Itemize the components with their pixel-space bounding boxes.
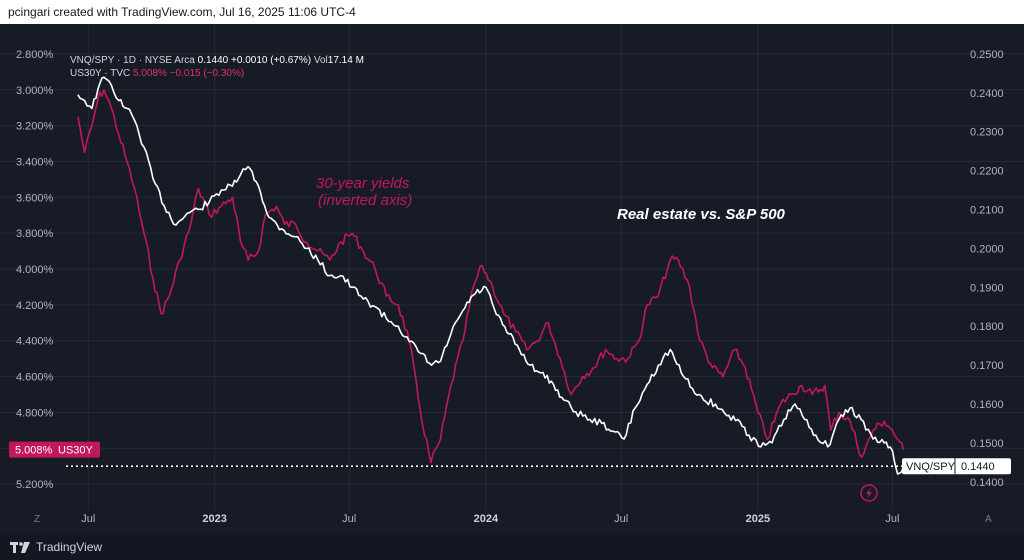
left-tick-label: 3.400% (16, 156, 54, 168)
legend-vol-value: 17.14 M (327, 55, 364, 66)
right-tick-label: 0.2300 (970, 127, 1004, 139)
footer-bar: TradingView (0, 534, 1024, 560)
annotation-real-estate: Real estate vs. S&P 500 (617, 206, 786, 223)
legend-us30y-symbol[interactable]: US30Y · TVC (70, 68, 131, 79)
attribution-header: pcingari created with TradingView.com, J… (0, 0, 1024, 24)
right-tick-label: 0.1700 (970, 360, 1004, 372)
vnqspy-price-value: 0.1440 (961, 461, 995, 473)
left-tick-label: 4.000% (16, 264, 54, 276)
attribution-text: pcingari created with TradingView.com, J… (8, 5, 356, 19)
right-tick-label: 0.1400 (970, 477, 1004, 489)
legend-vnqspy-symbol[interactable]: VNQ/SPY · 1D · NYSE Arca (70, 55, 195, 66)
chart-frame[interactable]: 2.800% 3.000% 3.200% 3.400% 3.600% 3.800% 4.00… (0, 24, 1024, 534)
us30y-price-label: 5.008% US30Y (9, 441, 100, 458)
annotation-yields: 30-year yields (316, 175, 410, 192)
left-tick-label: 3.200% (16, 121, 54, 133)
us30y-price-name: US30Y (58, 445, 94, 457)
legend: VNQ/SPY · 1D · NYSE Arca 0.1440 +0.0010 … (70, 54, 364, 80)
x-tick-label: 2023 (202, 513, 226, 525)
chart-svg[interactable]: 2.800% 3.000% 3.200% 3.400% 3.600% 3.800% 4.00… (0, 24, 1024, 534)
annotation-inverted: (inverted axis) (318, 192, 412, 209)
left-tick-label: 2.800% (16, 49, 54, 61)
right-tick-label: 0.1900 (970, 282, 1004, 294)
legend-row-us30y: US30Y · TVC 5.008% −0.015 (−0.30%) (70, 67, 364, 80)
left-tick-label: 3.000% (16, 85, 54, 97)
right-tick-label: 0.1500 (970, 438, 1004, 450)
right-tick-label: 0.2000 (970, 243, 1004, 255)
left-tick-label: 4.400% (16, 336, 54, 348)
right-tick-label: 0.1800 (970, 321, 1004, 333)
x-axis-ticks: Jul 2023 Jul 2024 Jul 2025 Jul (81, 513, 899, 525)
left-axis-ticks: 2.800% 3.000% 3.200% 3.400% 3.600% 3.800% 4.00… (16, 49, 54, 491)
tradingview-logo-icon (10, 541, 30, 553)
left-tick-label: 4.600% (16, 372, 54, 384)
series-line-us30y (77, 89, 905, 464)
legend-us30y-last: 5.008% (133, 68, 167, 79)
legend-vol-label: Vol (313, 55, 328, 66)
left-tick-label: 4.800% (16, 407, 54, 419)
series-line-vnqspy (77, 76, 905, 475)
right-tick-label: 0.2100 (970, 204, 1004, 216)
series-layer (77, 76, 905, 475)
corner-label-left[interactable]: Z (34, 514, 40, 525)
x-tick-label: Jul (614, 513, 628, 525)
legend-vnqspy-last: 0.1440 (197, 55, 229, 66)
corner-label-right[interactable]: A (985, 514, 992, 525)
right-axis-ticks: 0.2500 0.2400 0.2300 0.2200 0.2100 0.2000 0.19… (970, 49, 1004, 489)
x-tick-label: Jul (885, 513, 899, 525)
x-tick-label: 2025 (746, 513, 770, 525)
lightning-icon[interactable] (860, 484, 878, 502)
right-tick-label: 0.1600 (970, 399, 1004, 411)
right-tick-label: 0.2200 (970, 166, 1004, 178)
legend-row-vnqspy: VNQ/SPY · 1D · NYSE Arca 0.1440 +0.0010 … (70, 54, 364, 67)
left-tick-label: 4.200% (16, 300, 54, 312)
vnqspy-price-name: VNQ/SPY (906, 461, 956, 473)
legend-us30y-change: −0.015 (−0.30%) (169, 68, 245, 79)
left-tick-label: 3.600% (16, 192, 54, 204)
right-tick-label: 0.2500 (970, 49, 1004, 61)
x-tick-label: Jul (81, 513, 95, 525)
vnqspy-price-label: VNQ/SPY 0.1440 (902, 458, 1011, 475)
gridlines (0, 24, 1024, 510)
x-tick-label: Jul (342, 513, 356, 525)
legend-vnqspy-change: +0.0010 (+0.67%) (231, 55, 312, 66)
right-tick-label: 0.2400 (970, 88, 1004, 100)
x-tick-label: 2024 (474, 513, 499, 525)
left-tick-label: 3.800% (16, 228, 54, 240)
left-tick-label: 5.200% (16, 479, 54, 491)
footer-brand: TradingView (36, 540, 103, 554)
us30y-price-value: 5.008% (15, 445, 53, 457)
